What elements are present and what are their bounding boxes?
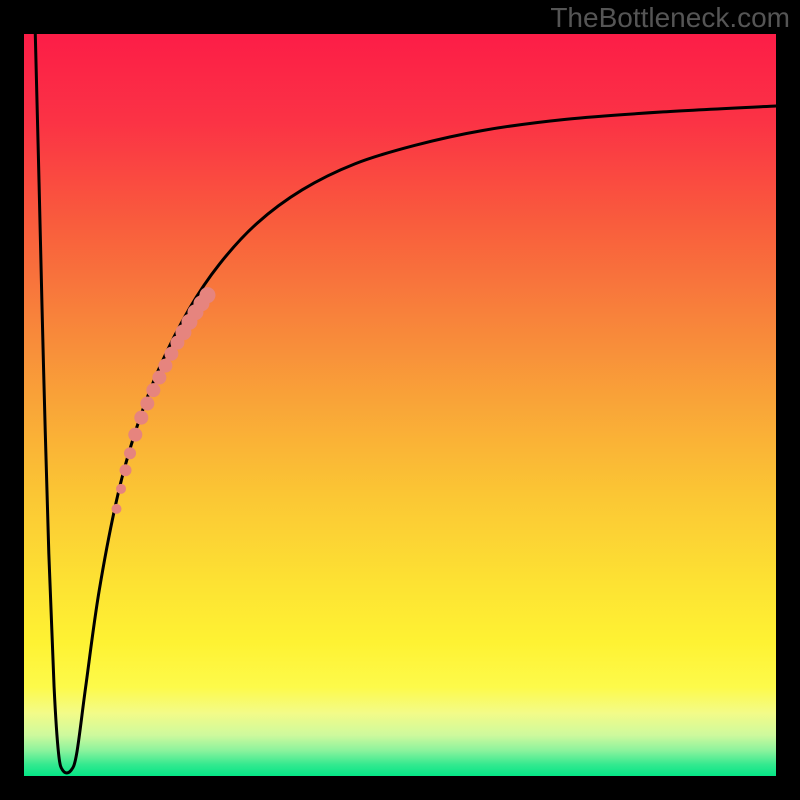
curve-marker — [199, 287, 215, 303]
curve-marker — [146, 383, 160, 397]
curve-marker — [120, 464, 132, 476]
watermark-text: TheBottleneck.com — [550, 2, 790, 34]
curve-marker — [158, 359, 172, 373]
curve-marker — [152, 371, 166, 385]
curve-marker — [134, 411, 148, 425]
curve-marker — [140, 397, 154, 411]
chart-svg — [0, 0, 800, 800]
chart-stage: TheBottleneck.com — [0, 0, 800, 800]
curve-marker — [128, 428, 142, 442]
curve-marker — [116, 484, 126, 494]
curve-marker — [124, 447, 136, 459]
plot-background — [24, 34, 776, 776]
curve-marker — [111, 504, 121, 514]
